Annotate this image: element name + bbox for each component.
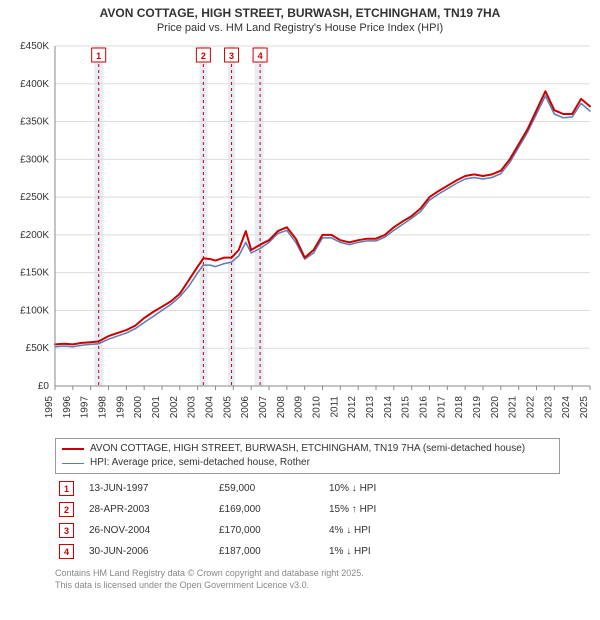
svg-text:1: 1 [96,51,101,61]
event-row: 1 13-JUN-1997£59,00010% ↓ HPI [55,478,560,499]
event-pct-cell: 1% ↓ HPI [325,541,560,562]
svg-text:2017: 2017 [436,396,447,419]
event-pct-cell: 4% ↓ HPI [325,520,560,541]
svg-text:2016: 2016 [419,396,430,419]
legend: AVON COTTAGE, HIGH STREET, BURWASH, ETCH… [55,438,560,474]
svg-text:2005: 2005 [222,396,233,419]
svg-text:2021: 2021 [508,396,519,419]
svg-text:£450K: £450K [20,41,49,52]
disclaimer: Contains HM Land Registry data © Crown c… [55,568,560,591]
svg-text:1995: 1995 [44,396,55,419]
svg-text:2013: 2013 [365,396,376,419]
event-price-cell: £170,000 [215,520,325,541]
legend-item: AVON COTTAGE, HIGH STREET, BURWASH, ETCH… [62,442,553,456]
svg-text:2014: 2014 [383,396,394,419]
event-pct-cell: 15% ↑ HPI [325,499,560,520]
event-row: 4 30-JUN-2006£187,0001% ↓ HPI [55,541,560,562]
svg-text:2024: 2024 [561,396,572,419]
event-num-cell: 2 [55,499,85,520]
event-pct-cell: 10% ↓ HPI [325,478,560,499]
svg-text:£250K: £250K [20,192,49,203]
svg-text:2007: 2007 [258,396,269,419]
svg-text:3: 3 [229,51,234,61]
chart-title-line1: AVON COTTAGE, HIGH STREET, BURWASH, ETCH… [10,6,590,20]
legend-swatch [62,463,84,464]
svg-text:2004: 2004 [205,396,216,419]
svg-text:2000: 2000 [133,396,144,419]
event-date-cell: 28-APR-2003 [85,499,215,520]
svg-text:2012: 2012 [347,396,358,419]
svg-text:1997: 1997 [80,396,91,419]
svg-text:£100K: £100K [20,305,49,316]
event-date-cell: 13-JUN-1997 [85,478,215,499]
svg-text:£50K: £50K [26,343,50,354]
event-price-cell: £169,000 [215,499,325,520]
svg-text:2018: 2018 [454,396,465,419]
event-marker-icon: 4 [59,544,74,559]
svg-text:2002: 2002 [169,396,180,419]
event-num-cell: 1 [55,478,85,499]
event-marker-icon: 1 [59,481,74,496]
event-date-cell: 26-NOV-2004 [85,520,215,541]
event-num-cell: 4 [55,541,85,562]
svg-text:£300K: £300K [20,154,49,165]
svg-text:2006: 2006 [240,396,251,419]
svg-text:4: 4 [258,51,263,61]
legend-label: HPI: Average price, semi-detached house,… [90,456,310,470]
event-marker-icon: 3 [59,523,74,538]
svg-text:2: 2 [201,51,206,61]
svg-text:2003: 2003 [187,396,198,419]
legend-swatch [62,448,84,450]
chart-title-block: AVON COTTAGE, HIGH STREET, BURWASH, ETCH… [0,0,600,36]
disclaimer-line1: Contains HM Land Registry data © Crown c… [55,568,560,580]
svg-text:2020: 2020 [490,396,501,419]
svg-text:2009: 2009 [294,396,305,419]
svg-text:2019: 2019 [472,396,483,419]
chart-title-line2: Price paid vs. HM Land Registry's House … [10,22,590,34]
svg-text:2025: 2025 [579,396,590,419]
svg-text:1996: 1996 [62,396,73,419]
event-num-cell: 3 [55,520,85,541]
svg-text:2008: 2008 [276,396,287,419]
event-price-cell: £187,000 [215,541,325,562]
svg-text:£350K: £350K [20,117,49,128]
svg-text:1999: 1999 [115,396,126,419]
price-chart-svg: £0 £50K £100K £150K £200K £250K £300K £350K £400… [0,36,600,436]
svg-text:£400K: £400K [20,79,49,90]
event-row: 3 26-NOV-2004£170,0004% ↓ HPI [55,520,560,541]
event-price-cell: £59,000 [215,478,325,499]
svg-text:£0: £0 [38,381,50,392]
event-row: 2 28-APR-2003£169,00015% ↑ HPI [55,499,560,520]
svg-text:1998: 1998 [98,396,109,419]
svg-text:2001: 2001 [151,396,162,419]
svg-text:£200K: £200K [20,230,49,241]
disclaimer-line2: This data is licensed under the Open Gov… [55,580,560,592]
legend-item: HPI: Average price, semi-detached house,… [62,456,553,470]
chart-area: £0 £50K £100K £150K £200K £250K £300K £350K £400… [0,36,600,436]
legend-label: AVON COTTAGE, HIGH STREET, BURWASH, ETCH… [90,442,525,456]
svg-text:2022: 2022 [526,396,537,419]
event-table: 1 13-JUN-1997£59,00010% ↓ HPI 2 28-APR-2003… [55,478,560,562]
svg-text:2023: 2023 [543,396,554,419]
event-marker-icon: 2 [59,502,74,517]
svg-text:£150K: £150K [20,268,49,279]
svg-text:2010: 2010 [312,396,323,419]
svg-text:2011: 2011 [329,396,340,418]
event-date-cell: 30-JUN-2006 [85,541,215,562]
svg-text:2015: 2015 [401,396,412,419]
